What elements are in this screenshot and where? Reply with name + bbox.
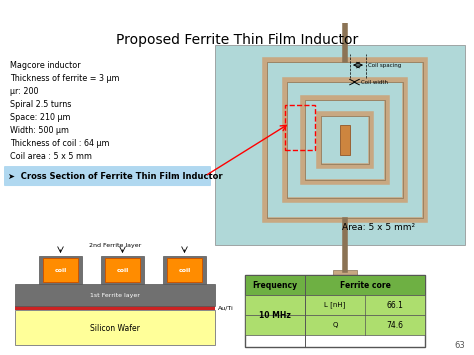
Text: Spiral 2.5 turns: Spiral 2.5 turns (10, 99, 72, 109)
Text: 10 MHz: 10 MHz (259, 311, 291, 320)
Text: coil: coil (55, 268, 67, 273)
Text: Width: 500 μm: Width: 500 μm (10, 126, 69, 135)
Bar (285, 105, 315, 150)
Bar (319, 114, 371, 166)
Text: ➤  Cross Section of Ferrite Thin Film Inductor: ➤ Cross Section of Ferrite Thin Film Ind… (8, 171, 223, 181)
Text: coil: coil (178, 268, 191, 273)
Text: Proposed Ferrite Thin Film Inductor: Proposed Ferrite Thin Film Inductor (116, 33, 358, 47)
Text: Magcore inductor: Magcore inductor (10, 61, 81, 70)
Bar (333, 270, 357, 288)
Text: Coil spacing: Coil spacing (368, 62, 401, 67)
Text: Ferrite core: Ferrite core (339, 280, 391, 290)
Bar (15, 306, 215, 310)
Text: Thickness of ferrite = 3 μm: Thickness of ferrite = 3 μm (10, 73, 119, 83)
Text: A: A (233, 6, 241, 17)
Text: Frequency: Frequency (253, 280, 298, 290)
Text: L [nH]: L [nH] (324, 302, 346, 308)
Text: Coil width: Coil width (361, 80, 388, 84)
Text: Au/Ti: Au/Ti (218, 306, 234, 311)
Bar (267, 62, 423, 218)
Text: Silicon Wafer: Silicon Wafer (90, 323, 140, 333)
Text: 74.6: 74.6 (386, 321, 403, 329)
Bar (245, 275, 425, 347)
Text: Thickness of coil : 64 μm: Thickness of coil : 64 μm (10, 138, 109, 148)
Bar (39, 256, 82, 284)
FancyBboxPatch shape (215, 45, 465, 245)
Bar (333, 0, 357, 10)
Bar (321, 116, 369, 164)
Text: Magnetic Materials and Device Laboratory: Magnetic Materials and Device Laboratory (5, 7, 166, 16)
Text: 66.1: 66.1 (387, 301, 403, 310)
FancyBboxPatch shape (4, 166, 211, 186)
Bar (105, 258, 140, 282)
Bar (15, 310, 215, 345)
Bar (245, 295, 425, 315)
Text: 63: 63 (454, 341, 465, 350)
Bar (265, 60, 425, 220)
Bar (285, 80, 405, 200)
Text: Q: Q (332, 322, 337, 328)
Text: Space: 210 μm: Space: 210 μm (10, 113, 71, 121)
Text: Coil area : 5 x 5 mm: Coil area : 5 x 5 mm (10, 152, 92, 160)
Bar (163, 256, 206, 284)
Bar (245, 315, 425, 335)
Text: 2nd Ferrite layer: 2nd Ferrite layer (89, 242, 141, 247)
Bar (305, 100, 385, 180)
Text: coil: coil (117, 268, 128, 273)
Bar (167, 258, 202, 282)
Bar (340, 125, 350, 155)
Bar (15, 284, 215, 306)
Bar (101, 256, 144, 284)
Bar (287, 82, 403, 198)
Bar (303, 98, 387, 182)
Text: THE UNIVERSITY OF ALABAMA: THE UNIVERSITY OF ALABAMA (355, 7, 469, 16)
Text: 1st Ferrite layer: 1st Ferrite layer (90, 293, 140, 297)
Text: μr: 200: μr: 200 (10, 87, 38, 95)
Text: Area: 5 x 5 mm²: Area: 5 x 5 mm² (342, 223, 415, 231)
Bar (43, 258, 78, 282)
Bar (245, 275, 425, 295)
